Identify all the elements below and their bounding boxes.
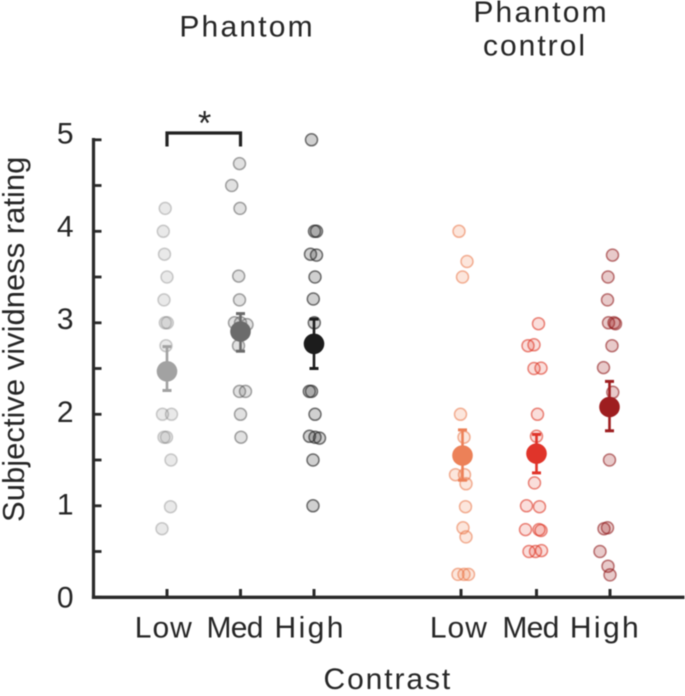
svg-text:control: control: [483, 30, 587, 63]
svg-text:0: 0: [57, 581, 74, 614]
svg-text:*: *: [198, 105, 211, 143]
svg-text:1: 1: [57, 489, 74, 522]
svg-text:3: 3: [57, 303, 74, 336]
svg-text:5: 5: [57, 118, 74, 151]
svg-text:Med: Med: [502, 612, 558, 645]
svg-text:Phantom: Phantom: [179, 11, 314, 44]
svg-text:2: 2: [57, 396, 74, 429]
svg-text:Phantom: Phantom: [473, 0, 608, 29]
svg-text:High: High: [570, 612, 641, 645]
svg-text:Low: Low: [135, 612, 193, 645]
svg-text:4: 4: [57, 210, 74, 243]
svg-text:Contrast: Contrast: [324, 663, 453, 691]
svg-text:Subjective vividness rating: Subjective vividness rating: [0, 157, 31, 522]
svg-text:High: High: [275, 612, 346, 645]
svg-text:Low: Low: [430, 612, 488, 645]
svg-text:Med: Med: [207, 612, 263, 645]
